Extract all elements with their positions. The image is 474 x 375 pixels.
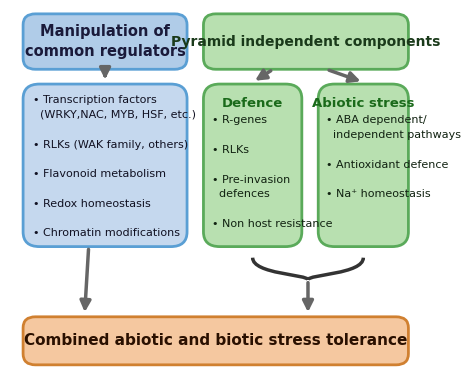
FancyBboxPatch shape (203, 84, 302, 247)
Text: Pyramid independent components: Pyramid independent components (171, 34, 441, 49)
FancyBboxPatch shape (23, 317, 409, 365)
Text: Abiotic stress: Abiotic stress (312, 97, 415, 110)
FancyBboxPatch shape (203, 14, 409, 69)
Text: Manipulation of
common regulators: Manipulation of common regulators (25, 24, 185, 59)
Text: • R-genes

• RLKs

• Pre-invasion
  defences

• Non host resistance: • R-genes • RLKs • Pre-invasion defences… (212, 116, 332, 229)
FancyBboxPatch shape (23, 84, 187, 247)
FancyBboxPatch shape (318, 84, 409, 247)
Text: • ABA dependent/
  independent pathways

• Antioxidant defence

• Na⁺ homeostasi: • ABA dependent/ independent pathways • … (327, 116, 461, 200)
Text: • Transcription factors
  (WRKY,NAC, MYB, HSF, etc.)

• RLKs (WAK family, others: • Transcription factors (WRKY,NAC, MYB, … (33, 95, 196, 238)
Text: Defence: Defence (222, 97, 283, 110)
Text: Combined abiotic and biotic stress tolerance: Combined abiotic and biotic stress toler… (24, 333, 408, 348)
FancyBboxPatch shape (23, 14, 187, 69)
